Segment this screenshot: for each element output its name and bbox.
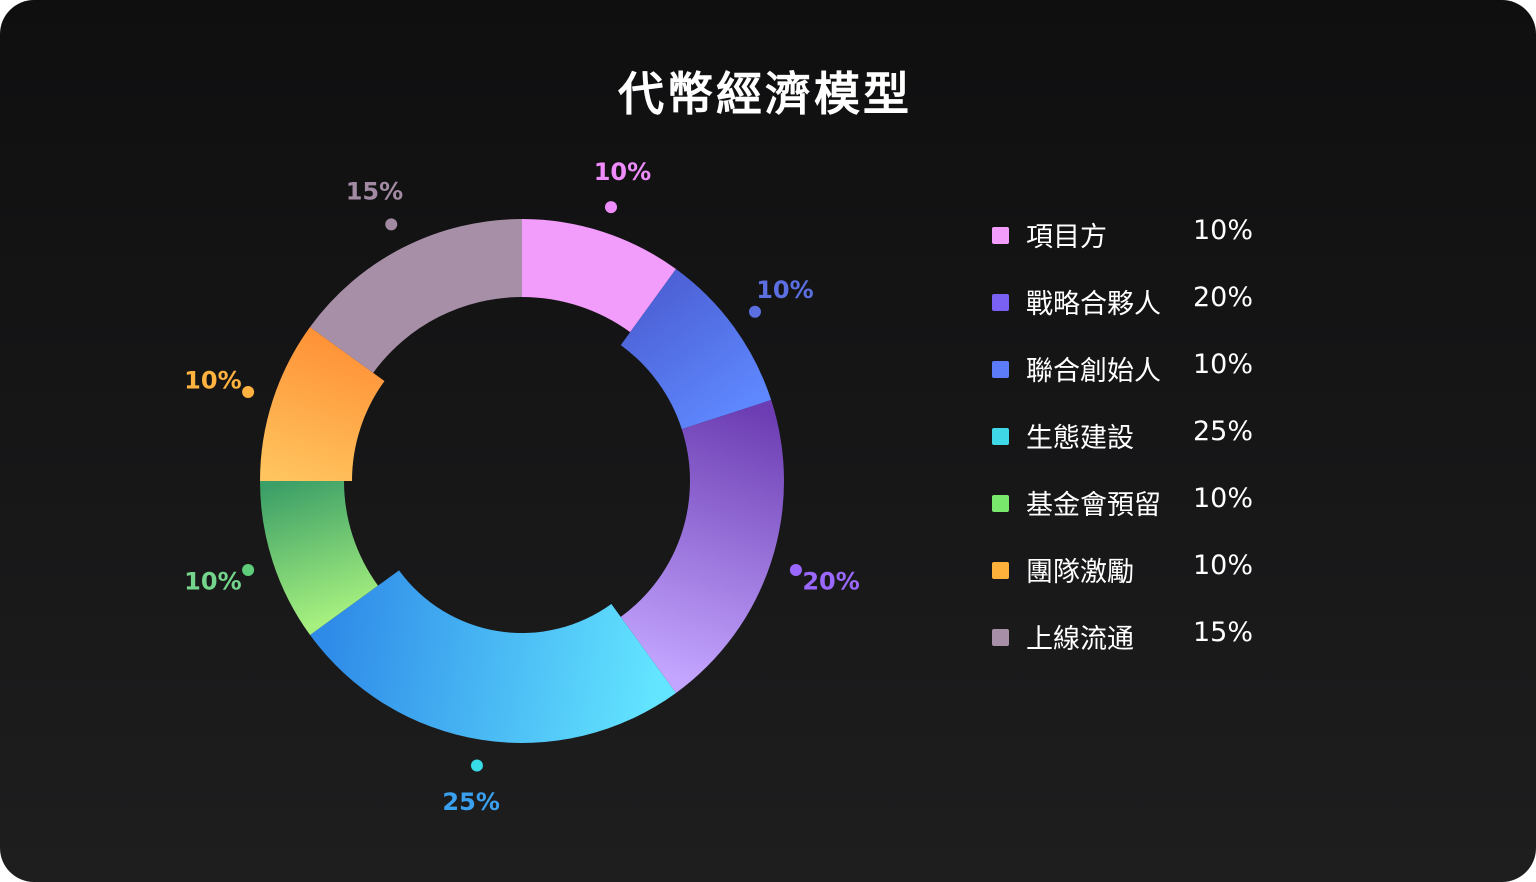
slice-percent-label-2: 20% [802, 567, 859, 595]
donut-slice-6 [310, 219, 522, 373]
legend-label: 生態建設 [1026, 423, 1134, 454]
slice-dot-5 [242, 386, 255, 399]
donut-slice-4 [260, 481, 378, 635]
slice-percent-label-0: 10% [594, 158, 651, 186]
legend-item-foundation-reserve: 基金會預留 10% [992, 478, 1292, 545]
donut-slice-0 [522, 219, 676, 333]
legend-value: 10% [1193, 550, 1254, 581]
legend-item-co-founders: 聯合創始人 10% [992, 344, 1292, 411]
slice-dot-3 [470, 759, 483, 772]
legend-value: 20% [1193, 282, 1254, 313]
legend-swatch [992, 294, 1009, 311]
legend-label: 基金會預留 [1026, 490, 1161, 521]
slice-dot-2 [789, 563, 802, 576]
legend: 項目方 10% 戰略合夥人 20% 聯合創始人 10% 生態建設 25% 基金會… [992, 210, 1292, 679]
legend-item-team-incentive: 團隊激勵 10% [992, 545, 1292, 612]
slice-percent-label-3: 25% [442, 788, 499, 816]
slice-percent-label-4: 10% [184, 567, 241, 595]
legend-swatch [992, 227, 1009, 244]
slice-dot-6 [385, 218, 398, 231]
donut-slice-2 [620, 400, 784, 693]
legend-swatch [992, 562, 1009, 579]
donut-slice-1 [620, 269, 772, 430]
slice-dot-4 [242, 563, 255, 576]
slice-dot-1 [748, 305, 761, 318]
legend-value: 10% [1193, 483, 1254, 514]
slice-percent-label-6: 15% [346, 177, 403, 205]
legend-value: 10% [1193, 349, 1254, 380]
donut-slice-5 [260, 327, 385, 481]
slice-percent-label-5: 10% [184, 367, 241, 395]
legend-item-project-team: 項目方 10% [992, 210, 1292, 277]
legend-value: 15% [1193, 617, 1254, 648]
slice-dot-0 [604, 201, 617, 214]
legend-label: 上線流通 [1026, 624, 1134, 655]
legend-item-circulation: 上線流通 15% [992, 612, 1292, 679]
legend-swatch [992, 428, 1009, 445]
legend-label: 團隊激勵 [1026, 557, 1134, 588]
donut-slice-3 [310, 570, 676, 743]
legend-label: 戰略合夥人 [1026, 289, 1161, 320]
legend-swatch [992, 495, 1009, 512]
legend-label: 聯合創始人 [1026, 356, 1161, 387]
legend-item-ecosystem: 生態建設 25% [992, 411, 1292, 478]
slice-percent-label-1: 10% [756, 276, 813, 304]
legend-label: 項目方 [1026, 222, 1107, 253]
legend-swatch [992, 361, 1009, 378]
chart-title: 代幣經濟模型 [618, 67, 912, 121]
legend-item-strategic-partners: 戰略合夥人 20% [992, 277, 1292, 344]
legend-value: 25% [1193, 416, 1254, 447]
legend-value: 10% [1193, 215, 1254, 246]
legend-swatch [992, 629, 1009, 646]
